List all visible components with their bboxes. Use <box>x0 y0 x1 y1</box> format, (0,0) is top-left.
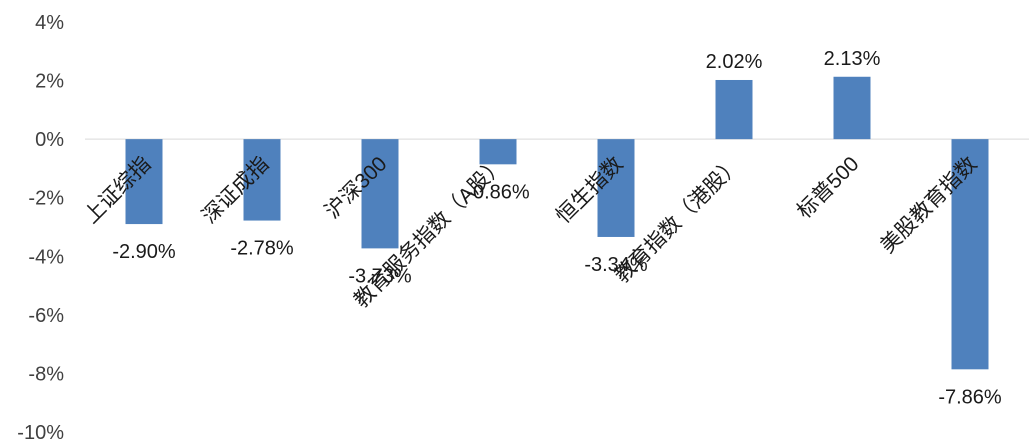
y-tick-label: -10% <box>17 422 64 444</box>
data-label: 2.02% <box>706 51 763 73</box>
y-tick-label: 2% <box>35 71 64 93</box>
data-label: -3.34% <box>584 254 648 276</box>
data-label: -2.78% <box>230 238 294 260</box>
bar <box>243 139 281 221</box>
y-tick-label: -2% <box>28 188 64 210</box>
data-label: -2.90% <box>112 241 176 263</box>
y-tick-label: 4% <box>35 12 64 34</box>
bar <box>479 139 517 165</box>
y-tick-label: -6% <box>28 305 64 327</box>
y-axis-ticks: 4% 2% 0% -2% -4% -6% -8% -10% <box>17 12 64 444</box>
y-tick-label: -8% <box>28 363 64 385</box>
bar <box>715 79 753 140</box>
bar <box>125 139 163 225</box>
bars <box>125 76 989 370</box>
bar <box>951 139 989 370</box>
data-label: -0.86% <box>466 181 530 203</box>
bar <box>597 139 635 237</box>
data-labels: -2.90% -2.78% -3.73% -0.86% -3.34% 2.02% 2.13%… <box>112 48 1002 409</box>
data-label: 2.13% <box>824 48 881 70</box>
category-label: 标普500 <box>793 152 864 223</box>
y-tick-label: -4% <box>28 246 64 268</box>
bar <box>833 76 871 140</box>
data-label: -7.86% <box>938 386 1002 408</box>
data-label: -3.73% <box>348 265 412 287</box>
y-tick-label: 0% <box>35 129 64 151</box>
bar <box>361 139 399 249</box>
